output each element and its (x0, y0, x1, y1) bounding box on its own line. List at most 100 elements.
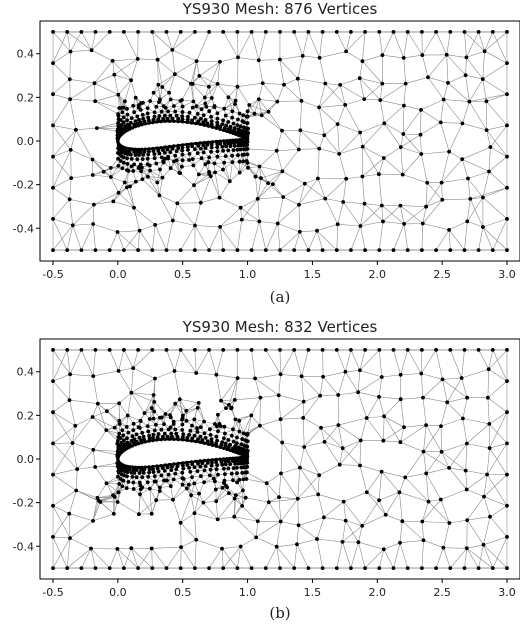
mesh-edge (325, 83, 346, 106)
mesh-edge (237, 57, 259, 61)
mesh-edge (168, 474, 172, 487)
mesh-edge (194, 539, 197, 569)
mesh-vertex (91, 222, 95, 226)
mesh-vertex (281, 195, 286, 199)
mesh-edge (193, 174, 200, 186)
mesh-vertex (391, 566, 396, 570)
mesh-vertex (505, 410, 509, 415)
mesh-edge (342, 520, 346, 542)
mesh-vertex (164, 348, 169, 352)
mesh-vertex (136, 30, 141, 34)
mesh-vertex (116, 112, 120, 116)
mesh-edge (400, 205, 423, 224)
mesh-vertex (222, 466, 226, 471)
mesh-edge (338, 417, 367, 426)
mesh-vertex (136, 425, 141, 429)
mesh-edge (96, 127, 118, 132)
mesh-vertex (221, 566, 226, 570)
mesh-edge (194, 493, 200, 514)
mesh-edge (425, 199, 443, 207)
mesh-vertex (215, 517, 220, 522)
mesh-edge (52, 536, 71, 539)
mesh-vertex (119, 444, 124, 448)
mesh-edge (440, 99, 444, 123)
mesh-edge (52, 187, 70, 200)
mesh-vertex (134, 468, 139, 472)
mesh-vertex (90, 415, 95, 419)
mesh-vertex (462, 566, 467, 570)
mesh-vertex (241, 477, 246, 482)
mesh-vertex (280, 169, 285, 174)
mesh-vertex (362, 97, 367, 101)
mesh-vertex (190, 118, 195, 123)
mesh-edge (280, 401, 304, 420)
mesh-edge (174, 349, 181, 372)
mesh-vertex (137, 435, 142, 440)
mesh-vertex (349, 566, 353, 570)
mesh-edge (440, 426, 442, 452)
mesh-vertex (119, 106, 124, 110)
mesh-vertex (194, 141, 198, 146)
mesh-vertex (51, 123, 55, 128)
mesh-vertex (228, 442, 233, 447)
mesh-vertex (136, 566, 141, 570)
mesh-edge (378, 396, 401, 400)
mesh-edge (196, 539, 223, 549)
mesh-vertex (237, 170, 242, 175)
mesh-edge (93, 449, 118, 452)
mesh-edge (198, 402, 205, 422)
mesh-vertex (159, 109, 164, 114)
mesh-vertex (232, 126, 237, 130)
mesh-edge (234, 397, 261, 401)
mesh-edge (220, 400, 232, 409)
mesh-edge (324, 135, 340, 155)
mesh-vertex (505, 348, 509, 352)
mesh-edge (360, 225, 366, 251)
mesh-edge (216, 374, 222, 401)
mesh-edge (293, 31, 303, 57)
mesh-edge (303, 427, 322, 448)
mesh-vertex (208, 467, 213, 472)
mesh-edge (279, 231, 301, 251)
mesh-vertex (126, 480, 131, 484)
mesh-vertex (231, 427, 235, 432)
mesh-vertex (186, 148, 190, 152)
mesh-edge (157, 59, 159, 85)
mesh-edge (467, 221, 484, 228)
mesh-vertex (158, 489, 162, 493)
mesh-edge (298, 130, 301, 150)
mesh-edge (323, 517, 346, 521)
mesh-edge (180, 512, 195, 524)
mesh-vertex (278, 566, 282, 570)
mesh-edge (95, 100, 120, 109)
mesh-edge (92, 501, 101, 522)
mesh-vertex (117, 482, 122, 486)
mesh-vertex (222, 424, 227, 429)
mesh-vertex (159, 473, 164, 478)
mesh-edge (159, 195, 178, 204)
mesh-edge (166, 220, 174, 251)
mesh-edge (421, 373, 443, 380)
mesh-edge (267, 182, 284, 198)
mesh-vertex (299, 99, 304, 103)
mesh-edge (251, 221, 260, 251)
mesh-edge (156, 499, 174, 501)
mesh-edge (52, 156, 72, 179)
mesh-vertex (133, 153, 138, 157)
mesh-vertex (438, 120, 443, 125)
mesh-edge (319, 51, 347, 59)
mesh-edge (154, 370, 175, 379)
mesh-edge (489, 443, 508, 449)
mesh-vertex (242, 152, 247, 157)
mesh-vertex (136, 465, 141, 470)
mesh-vertex (151, 467, 155, 471)
mesh-edge (106, 483, 114, 496)
mesh-edge (357, 370, 361, 393)
mesh-edge (260, 395, 279, 398)
mesh-vertex (296, 147, 301, 152)
mesh-vertex (147, 121, 151, 125)
mesh-edge (425, 473, 429, 502)
mesh-edge (277, 100, 302, 102)
mesh-vertex (229, 471, 234, 476)
mesh-edge (282, 171, 305, 184)
